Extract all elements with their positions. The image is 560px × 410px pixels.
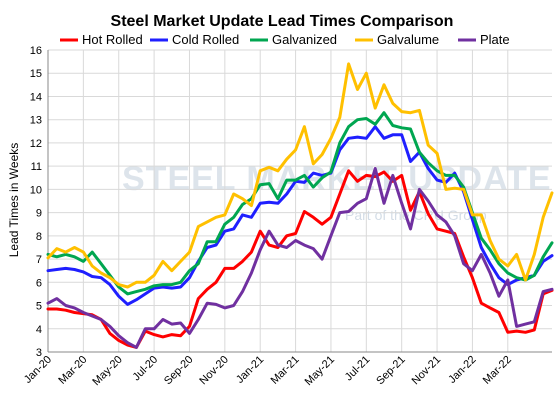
- x-tick-labels: Jan-20 Mar-20 May-20 Jul-20 Sep-20 Nov-20 Jan-…: [22, 354, 514, 388]
- legend-label-galvanized: Galvanized: [272, 32, 337, 47]
- y-tick-label: 12: [30, 138, 42, 150]
- y-tick-label: 15: [30, 68, 42, 80]
- x-tick-label: Mar-21: [269, 354, 302, 387]
- x-tick-label: Jul-20: [131, 354, 161, 384]
- legend-label-cold-rolled: Cold Rolled: [172, 32, 239, 47]
- y-axis-label: Lead Times in Weeks: [7, 143, 21, 258]
- y-tick-label: 9: [36, 208, 42, 220]
- y-tick-label: 11: [31, 161, 42, 173]
- y-tick-label: 6: [36, 277, 42, 289]
- x-tick-label: May-21: [303, 354, 337, 388]
- series-line-plate: [46, 167, 554, 349]
- y-tick-label: 8: [36, 231, 42, 243]
- x-tick-label: Jan-22: [446, 354, 478, 386]
- y-tick-label: 4: [36, 324, 42, 336]
- x-tick-label: Mar-22: [481, 354, 514, 387]
- axes: [47, 50, 552, 353]
- x-tick-label: May-20: [90, 354, 124, 388]
- y-tick-label: 13: [30, 115, 42, 127]
- y-tick-labels: 3 4 5 6 7 8 9 10 11 12 13 14 15 16: [30, 45, 42, 359]
- watermark-subtitle: Part of the CRU Group: [345, 207, 487, 223]
- legend-label-plate: Plate: [480, 32, 510, 47]
- legend-label-galvalume: Galvalume: [377, 32, 439, 47]
- legend: Hot Rolled Cold Rolled Galvanized Galvalume…: [60, 32, 510, 47]
- y-tick-label: 14: [30, 91, 42, 103]
- x-tick-label: Nov-21: [410, 354, 444, 388]
- x-tick-label: Jan-21: [234, 354, 266, 386]
- x-tick-label: Sep-21: [374, 354, 408, 388]
- y-tick-label: 5: [36, 301, 42, 313]
- chart-title: Steel Market Update Lead Times Compariso…: [111, 13, 454, 30]
- legend-label-hot-rolled: Hot Rolled: [82, 32, 143, 47]
- x-tick-label: Nov-20: [197, 354, 231, 388]
- y-tick-label: 16: [30, 45, 42, 57]
- y-tick-label: 10: [30, 184, 42, 196]
- x-tick-label: Jul-21: [343, 354, 373, 384]
- y-tick-label: 7: [36, 254, 42, 266]
- watermark-logo: STEEL MARKET UPDATE Part of the CRU Grou…: [122, 160, 551, 223]
- series-lines: [46, 62, 554, 349]
- x-tick-label: Mar-20: [56, 354, 89, 387]
- y-tick-label: 3: [36, 347, 42, 359]
- x-tick-label: Sep-20: [162, 354, 196, 388]
- gridlines: [47, 49, 552, 353]
- series-line-galvalume: [46, 62, 554, 289]
